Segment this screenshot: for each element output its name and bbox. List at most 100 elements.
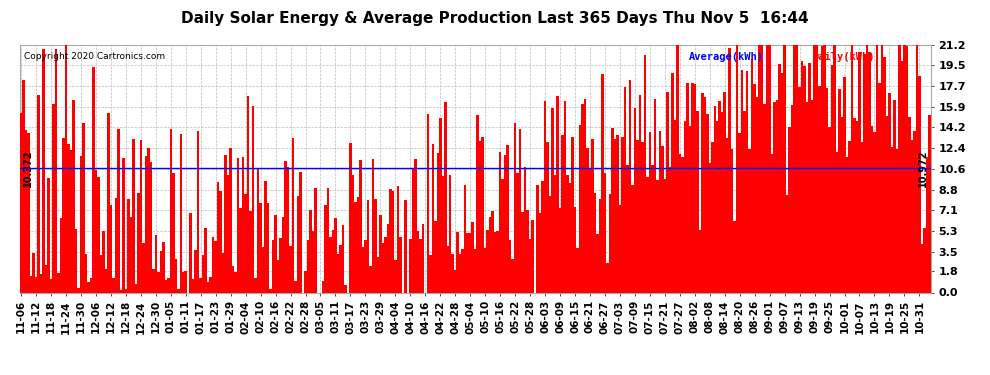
Bar xyxy=(689,126,691,292)
Bar xyxy=(40,274,43,292)
Bar xyxy=(753,84,756,292)
Bar xyxy=(611,129,614,292)
Bar xyxy=(839,89,841,292)
Bar xyxy=(345,285,346,292)
Bar xyxy=(524,167,527,292)
Bar xyxy=(599,199,601,292)
Bar xyxy=(287,167,289,292)
Bar xyxy=(704,97,706,292)
Text: 10.972: 10.972 xyxy=(918,149,928,187)
Bar xyxy=(279,238,282,292)
Bar xyxy=(122,158,125,292)
Bar xyxy=(876,45,878,292)
Bar xyxy=(476,115,479,292)
Bar xyxy=(235,272,237,292)
Bar xyxy=(691,82,694,292)
Bar xyxy=(671,73,673,292)
Bar xyxy=(771,154,773,292)
Bar xyxy=(399,237,402,292)
Bar xyxy=(731,149,734,292)
Bar xyxy=(212,237,215,292)
Bar xyxy=(632,184,634,292)
Bar xyxy=(429,255,432,292)
Bar xyxy=(149,162,152,292)
Bar xyxy=(45,265,48,292)
Bar xyxy=(366,200,369,292)
Bar xyxy=(558,209,561,292)
Bar xyxy=(499,152,501,292)
Bar xyxy=(806,102,808,292)
Bar xyxy=(556,96,558,292)
Bar xyxy=(736,45,739,292)
Bar xyxy=(172,173,174,292)
Bar xyxy=(97,177,100,292)
Bar xyxy=(28,133,30,292)
Bar xyxy=(743,111,745,292)
Bar xyxy=(417,231,419,292)
Bar xyxy=(261,246,264,292)
Bar xyxy=(284,161,287,292)
Bar xyxy=(105,269,107,292)
Bar xyxy=(30,276,33,292)
Bar xyxy=(923,228,926,292)
Bar xyxy=(745,71,748,292)
Bar xyxy=(714,106,716,292)
Bar xyxy=(542,181,544,292)
Bar xyxy=(307,240,309,292)
Bar xyxy=(748,149,751,292)
Bar xyxy=(192,279,194,292)
Bar xyxy=(312,231,314,292)
Bar xyxy=(741,70,743,292)
Bar xyxy=(537,184,539,292)
Bar xyxy=(637,140,639,292)
Bar xyxy=(898,45,901,292)
Bar xyxy=(371,159,374,292)
Bar xyxy=(135,284,137,292)
Bar xyxy=(871,126,873,292)
Bar xyxy=(256,168,259,292)
Bar xyxy=(292,138,294,292)
Bar xyxy=(174,259,177,292)
Bar xyxy=(359,160,361,292)
Bar xyxy=(67,144,69,292)
Bar xyxy=(891,147,893,292)
Bar xyxy=(79,156,82,292)
Bar xyxy=(335,218,337,292)
Bar xyxy=(197,131,199,292)
Bar xyxy=(100,255,102,292)
Bar xyxy=(696,111,699,292)
Bar xyxy=(342,225,345,292)
Bar xyxy=(130,217,132,292)
Bar xyxy=(314,188,317,292)
Bar xyxy=(484,248,486,292)
Bar xyxy=(274,214,277,292)
Bar xyxy=(112,278,115,292)
Bar xyxy=(586,148,589,292)
Bar xyxy=(781,73,783,292)
Bar xyxy=(249,211,251,292)
Bar xyxy=(739,133,741,292)
Bar xyxy=(152,269,154,292)
Text: Average(kWh): Average(kWh) xyxy=(689,53,764,62)
Bar xyxy=(102,231,105,292)
Bar xyxy=(569,183,571,292)
Bar xyxy=(184,272,187,292)
Bar xyxy=(868,52,871,292)
Bar xyxy=(90,278,92,292)
Bar xyxy=(724,92,726,292)
Bar xyxy=(107,113,110,292)
Bar xyxy=(544,101,546,292)
Bar xyxy=(845,157,848,292)
Bar xyxy=(507,145,509,292)
Bar xyxy=(873,132,876,292)
Bar xyxy=(858,52,860,292)
Bar xyxy=(269,290,272,292)
Bar xyxy=(639,95,642,292)
Bar xyxy=(811,100,814,292)
Bar xyxy=(646,177,648,292)
Bar xyxy=(489,217,491,292)
Bar xyxy=(711,142,714,292)
Bar xyxy=(546,142,548,292)
Bar xyxy=(512,259,514,292)
Bar xyxy=(232,266,235,292)
